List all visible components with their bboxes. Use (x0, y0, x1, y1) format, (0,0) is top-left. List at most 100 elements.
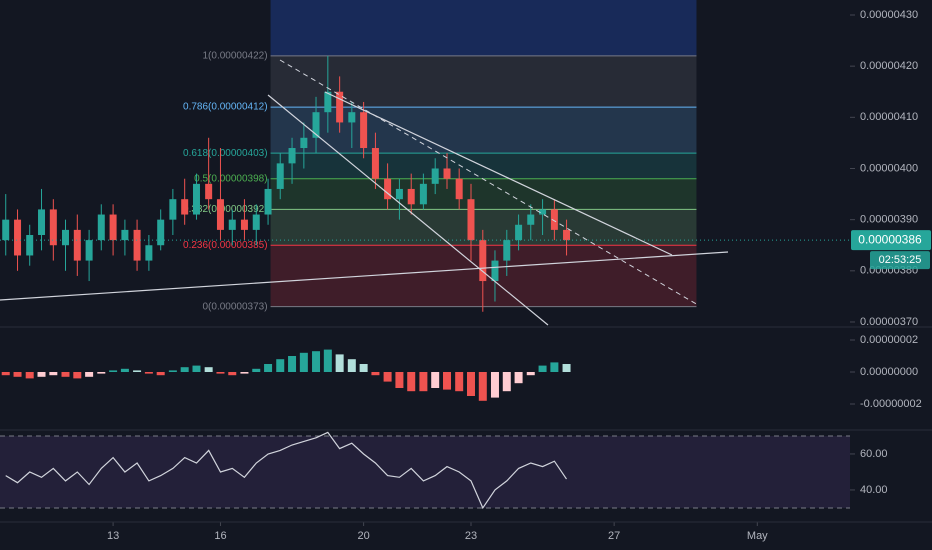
macd-pane: 0.00000002 0.00000000 -0.00000002 (1, 334, 922, 410)
macd-histogram-bar (359, 364, 368, 372)
candle-body (2, 219, 10, 241)
candle-body (109, 214, 117, 241)
candle-body (121, 229, 129, 241)
candle-body (181, 199, 189, 215)
fib-band (270, 107, 697, 154)
macd-histogram-bar (240, 372, 249, 374)
macd-histogram-bar (133, 370, 142, 372)
candle-body (479, 240, 487, 282)
macd-histogram-bar (216, 372, 225, 374)
trend-line (324, 91, 673, 256)
candle-body (192, 183, 200, 215)
y-tick-label: 0.00000002 (860, 334, 918, 346)
trend-line (0, 251, 729, 301)
trend-line (267, 94, 549, 326)
candle-body (384, 178, 392, 200)
y-tick-label: 0.00000400 (860, 162, 918, 174)
macd-histogram-bar (478, 372, 487, 401)
candle-body (26, 235, 34, 256)
countdown: 02:53:25 (879, 254, 922, 266)
macd-histogram-bar (490, 372, 499, 398)
candle-body (288, 148, 296, 164)
macd-histogram-bar (550, 362, 559, 372)
fib-band (270, 178, 697, 210)
macd-histogram-bar (526, 372, 535, 376)
macd-histogram-bar (335, 354, 344, 372)
y-tick-label: 0.00000430 (860, 9, 918, 21)
candle-body (157, 219, 165, 246)
candle-body (563, 229, 571, 241)
candle-body (300, 137, 308, 149)
candle-body (133, 229, 141, 261)
y-tick-label: 0.00000420 (860, 60, 918, 72)
macd-histogram-bar (49, 372, 58, 376)
fib-label: 0.618(0.00000403) (183, 148, 268, 159)
candle-body (348, 112, 356, 123)
last-price-label: 0.00000386 (858, 232, 922, 246)
macd-histogram-bar (443, 372, 452, 390)
macd-histogram-bar (514, 372, 523, 384)
candle-body (312, 112, 320, 138)
y-tick-label: 40.00 (860, 484, 888, 496)
macd-histogram-bar (61, 372, 70, 377)
countdown-box (870, 251, 930, 270)
rsi-band (0, 435, 850, 508)
x-tick-label: May (747, 530, 768, 542)
macd-histogram-bar (144, 372, 153, 374)
macd-histogram-bar (13, 372, 22, 377)
rsi-line (5, 431, 567, 510)
macd-histogram-bar (466, 372, 475, 396)
macd-histogram-bar (299, 352, 308, 372)
macd-histogram-bar (168, 370, 177, 372)
macd-histogram-bar (97, 372, 106, 374)
candle-body (97, 214, 105, 241)
macd-histogram-bar (538, 365, 547, 372)
macd-histogram-bar (419, 372, 428, 392)
macd-histogram-bar (502, 372, 511, 392)
candle-body (240, 219, 248, 230)
fib-label: 1(0.00000422) (203, 51, 268, 62)
rsi-pane: 60.00 40.00 (0, 431, 888, 510)
candle-body (61, 229, 69, 246)
macd-histogram-bar (431, 372, 440, 388)
macd-histogram-bar (73, 372, 82, 379)
candle-body (228, 219, 236, 230)
candle-body (395, 188, 403, 200)
macd-histogram-bar (156, 372, 165, 376)
candle-body (515, 224, 523, 241)
y-tick-label: 0.00000390 (860, 214, 918, 226)
y-tick-label: 0.00000370 (860, 316, 918, 328)
candle-body (252, 214, 260, 230)
candle-body (205, 183, 213, 200)
macd-histogram-bar (562, 364, 571, 372)
fib-label: 0.236(0.00000385) (183, 240, 268, 251)
macd-histogram-bar (323, 349, 332, 372)
candle-body (49, 209, 57, 246)
macd-histogram-bar (180, 367, 189, 372)
macd-histogram-bar (312, 351, 321, 372)
candle-body (550, 209, 558, 230)
macd-histogram-bar (395, 372, 404, 388)
fib-label: 0(0.00000373) (203, 301, 268, 312)
fib-band (270, 55, 697, 108)
macd-histogram-bar (85, 372, 94, 377)
candle-body (503, 240, 511, 261)
macd-histogram-bar (383, 372, 392, 382)
candle-body (216, 199, 224, 230)
macd-histogram-bar (120, 368, 129, 372)
candle-body (431, 168, 439, 184)
macd-histogram-bar (192, 365, 201, 372)
candle-body (85, 240, 93, 261)
fib-label: 0.786(0.00000412) (183, 102, 268, 113)
macd-histogram-bar (455, 372, 464, 392)
macd-histogram-bar (371, 372, 380, 376)
macd-histogram-bar (252, 368, 261, 372)
candle-body (73, 229, 81, 261)
candle-body (527, 214, 535, 225)
y-tick-label: 0.00000000 (860, 366, 918, 378)
x-tick-label: 16 (214, 530, 226, 542)
macd-histogram-bar (37, 372, 46, 377)
trend-lines (0, 59, 729, 326)
